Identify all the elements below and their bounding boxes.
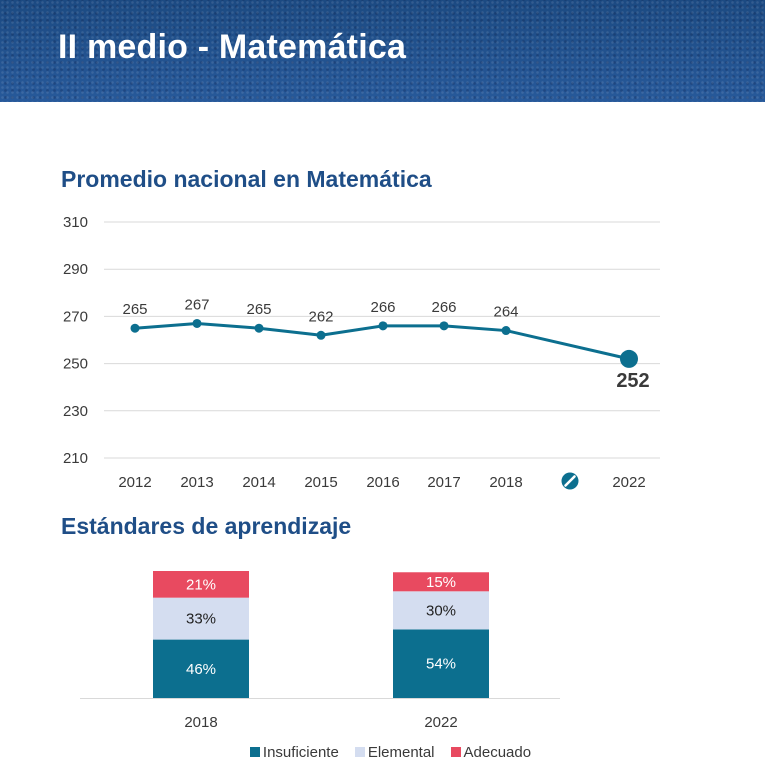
data-label: 264 xyxy=(493,304,518,321)
x-tick-label: 2018 xyxy=(184,714,217,731)
series-line xyxy=(134,321,630,361)
x-tick-label: 2017 xyxy=(427,474,460,491)
data-point xyxy=(130,323,140,333)
data-label: 266 xyxy=(370,299,395,316)
bar-segment-elemental xyxy=(393,591,489,630)
x-tick-label: 2016 xyxy=(366,474,399,491)
bar-segment-adecuado xyxy=(393,572,489,592)
bar-label-insuficiente: 54% xyxy=(426,656,456,673)
bar-label-adecuado: 21% xyxy=(186,576,216,593)
legend-label-elemental: Elemental xyxy=(367,743,435,761)
line-chart: 310 290 270 250 230 210 265 2012 267 2013 265 2014 2… xyxy=(63,214,660,491)
y-tick-label: 270 xyxy=(63,308,88,325)
x-tick-label: 2018 xyxy=(489,474,522,491)
header-banner: II medio - Matemática xyxy=(0,0,765,102)
data-point xyxy=(620,349,638,368)
legend-swatch-elemental xyxy=(354,747,365,757)
legend-item-elemental: Elemental xyxy=(354,743,435,761)
bar-label-insuficiente: 46% xyxy=(186,661,216,678)
legend-label-adecuado: Adecuado xyxy=(463,743,532,761)
data-point xyxy=(501,326,511,336)
x-tick-label: 2014 xyxy=(242,474,275,491)
x-tick-label: 2013 xyxy=(180,474,213,491)
legend-swatch-adecuado xyxy=(450,747,461,757)
x-tick-label: 2022 xyxy=(612,474,645,491)
y-tick-label: 310 xyxy=(63,214,88,231)
legend-item-insuficiente: Insuficiente xyxy=(249,743,339,761)
data-point xyxy=(192,318,202,328)
bar-segment-elemental xyxy=(153,597,249,640)
bar-segment-insuficiente xyxy=(393,629,489,698)
data-label: 267 xyxy=(184,296,209,313)
line-chart-title: Promedio nacional en Matemática xyxy=(61,166,432,192)
data-label: 265 xyxy=(246,301,271,318)
bar-label-adecuado: 15% xyxy=(426,574,456,591)
data-label: 265 xyxy=(122,301,147,318)
y-tick-label: 230 xyxy=(63,403,88,420)
data-label: 252 xyxy=(616,370,649,392)
data-point xyxy=(254,323,264,333)
page-title: II medio - Matemática xyxy=(58,28,407,66)
x-tick-label: 2022 xyxy=(424,714,457,731)
y-tick-label: 290 xyxy=(63,261,88,278)
bar-label-elemental: 30% xyxy=(426,602,456,619)
legend-item-adecuado: Adecuado xyxy=(450,743,532,761)
bar-segment-insuficiente xyxy=(153,639,249,698)
bar-label-elemental: 33% xyxy=(186,611,216,628)
data-label: 262 xyxy=(308,308,333,325)
data-point xyxy=(316,330,326,340)
legend-label-insuficiente: Insuficiente xyxy=(262,743,339,761)
bar-chart-title: Estándares de aprendizaje xyxy=(61,513,352,539)
bar-segment-adecuado xyxy=(153,571,249,598)
x-tick-label: 2015 xyxy=(304,474,337,491)
bar-chart-legend: Insuficiente Elemental Adecuado xyxy=(0,743,765,761)
bar-chart: 46% 33% 21% 2018 54% 30% 15% 2022 xyxy=(80,571,560,731)
y-tick-label: 210 xyxy=(63,450,88,467)
y-tick-label: 250 xyxy=(63,356,88,373)
no-data-icon xyxy=(561,472,579,490)
x-tick-label: 2012 xyxy=(118,474,151,491)
data-label: 266 xyxy=(431,299,456,316)
data-point xyxy=(439,321,449,331)
no-data-icon-slash xyxy=(564,475,576,487)
legend-swatch-insuficiente xyxy=(249,747,260,757)
data-point xyxy=(378,321,388,331)
